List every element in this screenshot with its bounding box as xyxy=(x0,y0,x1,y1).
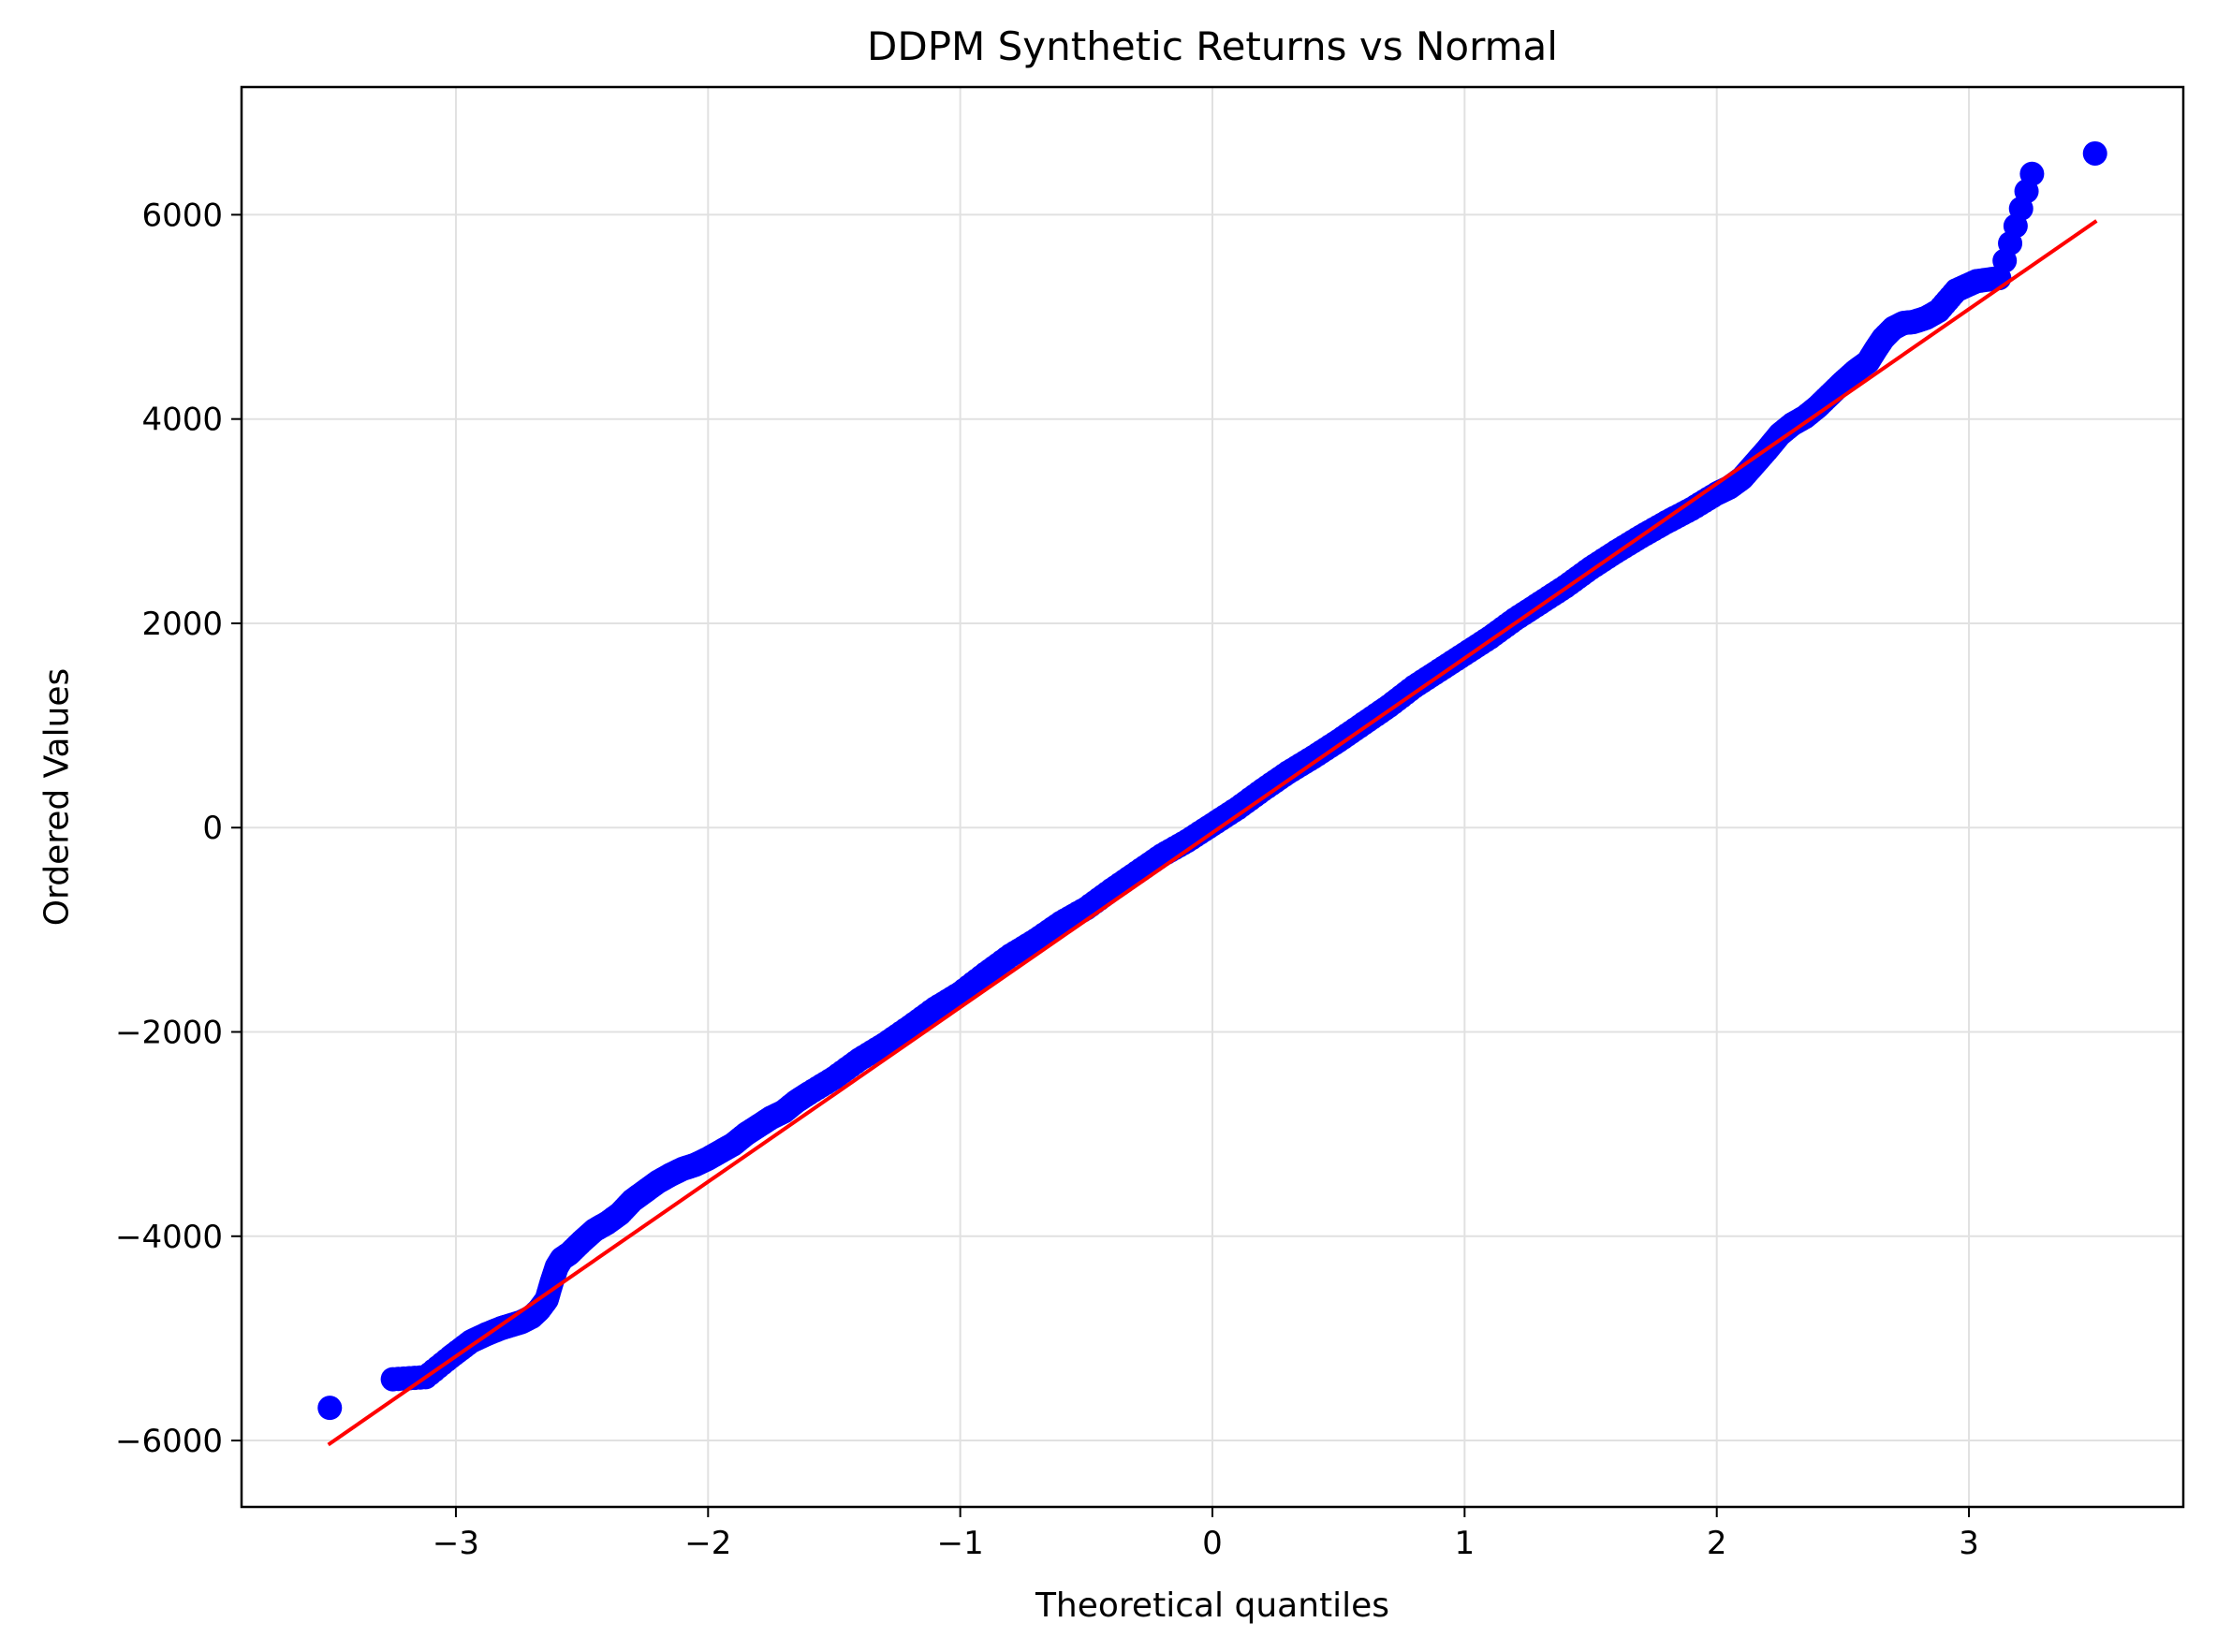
y-tick-label: 2000 xyxy=(141,606,223,643)
x-axis-ticks: −3 −2 −1 0 1 2 3 xyxy=(433,1507,1979,1562)
y-tick-label: 6000 xyxy=(141,197,223,234)
y-tick-label: −6000 xyxy=(115,1423,223,1460)
y-axis-label: Ordered Values xyxy=(38,668,77,927)
x-tick-label: −1 xyxy=(937,1525,984,1562)
chart-title: DDPM Synthetic Returns vs Normal xyxy=(867,23,1558,69)
reference-line-layer xyxy=(327,219,2098,1447)
x-tick-label: −2 xyxy=(684,1525,731,1562)
data-point xyxy=(2082,140,2107,166)
grid xyxy=(242,87,2183,1507)
x-tick-label: 0 xyxy=(1202,1525,1223,1562)
reference-line xyxy=(327,219,2098,1447)
data-point xyxy=(2014,179,2039,204)
y-tick-label: 4000 xyxy=(141,402,223,439)
data-point xyxy=(317,1396,343,1421)
y-tick-label: −2000 xyxy=(115,1015,223,1052)
data-points-layer xyxy=(317,140,2107,1421)
x-tick-label: −3 xyxy=(433,1525,479,1562)
x-tick-label: 3 xyxy=(1959,1525,1979,1562)
y-tick-label: −4000 xyxy=(115,1219,223,1256)
y-tick-label: 0 xyxy=(202,810,223,847)
x-tick-label: 1 xyxy=(1455,1525,1476,1562)
y-axis-ticks: −6000 −4000 −2000 0 2000 4000 6000 xyxy=(115,197,242,1460)
x-tick-label: 2 xyxy=(1707,1525,1727,1562)
x-axis-label: Theoretical quantiles xyxy=(1035,1586,1389,1625)
